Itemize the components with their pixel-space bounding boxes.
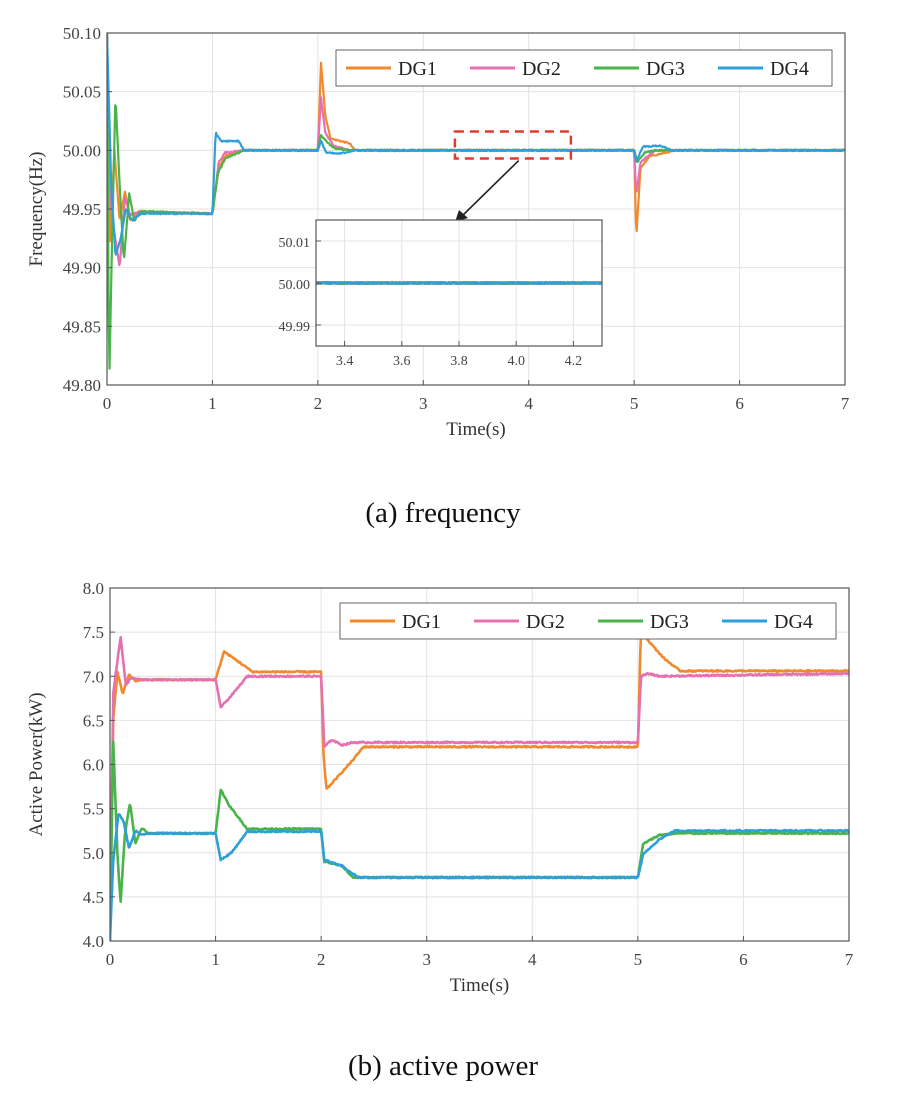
- legend-label-dg3: DG3: [650, 611, 689, 633]
- x-tick-label: 4: [524, 394, 533, 413]
- y-tick-label: 7.5: [83, 623, 104, 642]
- series-line-dg4: [110, 813, 849, 941]
- zoom-region-box: [453, 130, 573, 160]
- frequency-chart: 0 1 2 3 4 5 6 7 49.80 49.85 49.90 49.95 50.00 50.05 50…: [26, 24, 850, 440]
- y-tick-label: 4.5: [83, 888, 104, 907]
- x-tick-label: 2: [317, 950, 326, 969]
- legend-label-dg3: DG3: [646, 58, 685, 80]
- x-tick-label: 7: [841, 394, 850, 413]
- series-line-dg1: [110, 626, 849, 941]
- y-tick-label: 6.5: [83, 711, 104, 730]
- x-tick-label: 3.6: [393, 354, 411, 369]
- y-tick-label: 4.0: [83, 932, 104, 951]
- series-line-dg3: [110, 740, 849, 941]
- legend-label-dg4: DG4: [774, 611, 813, 633]
- x-tick-label: 3.4: [336, 354, 354, 369]
- y-tick-label: 50.05: [63, 83, 101, 102]
- active-power-caption: (b) active power: [348, 1050, 538, 1082]
- y-tick-label: 49.99: [279, 320, 311, 335]
- zoom-arrow-head: [455, 210, 468, 222]
- x-tick-label: 2: [314, 394, 323, 413]
- y-tick-label: 49.80: [63, 376, 101, 395]
- y-tick-label: 50.01: [279, 236, 311, 251]
- x-tick-label: 0: [103, 394, 112, 413]
- y-tick-label: 49.85: [63, 317, 101, 336]
- y-tick-label: 5.5: [83, 800, 104, 819]
- y-tick-label: 7.0: [83, 667, 104, 686]
- x-axis-label: Time(s): [450, 975, 509, 996]
- y-tick-label: 8.0: [83, 579, 104, 598]
- x-tick-label: 3: [422, 950, 431, 969]
- series-line-dg2: [110, 636, 849, 941]
- legend-label-dg2: DG2: [526, 611, 565, 633]
- x-tick-label: 6: [735, 394, 744, 413]
- y-axis-label: Frequency(Hz): [26, 151, 47, 266]
- y-tick-label: 6.0: [83, 756, 104, 775]
- y-tick-label: 50.10: [63, 24, 101, 43]
- x-tick-label: 3.8: [450, 354, 468, 369]
- y-tick-label: 50.00: [63, 141, 101, 160]
- x-tick-label: 4.2: [565, 354, 583, 369]
- x-tick-label: 0: [106, 950, 115, 969]
- x-tick-label: 4: [528, 950, 537, 969]
- zoom-arrow-line: [459, 159, 520, 219]
- y-axis-label: Active Power(kW): [26, 692, 47, 836]
- legend-label-dg4: DG4: [770, 58, 809, 80]
- x-tick-label: 1: [211, 950, 220, 969]
- x-tick-label: 5: [630, 394, 639, 413]
- legend-label-dg1: DG1: [398, 58, 437, 80]
- x-tick-label: 3: [419, 394, 428, 413]
- x-tick-label: 4.0: [507, 354, 525, 369]
- x-tick-label: 1: [208, 394, 217, 413]
- y-tick-label: 5.0: [83, 844, 104, 863]
- x-tick-label: 5: [634, 950, 643, 969]
- series-line-dg4: [107, 33, 845, 256]
- x-tick-label: 6: [739, 950, 748, 969]
- zoom-inset-chart: 3.4 3.6 3.8 4.0 4.2 49.99 50.00 50.01: [279, 219, 603, 369]
- frequency-caption: (a) frequency: [365, 497, 521, 529]
- y-tick-label: 50.00: [279, 278, 311, 293]
- y-tick-label: 49.95: [63, 200, 101, 219]
- legend-label-dg1: DG1: [402, 611, 441, 633]
- x-axis-label: Time(s): [446, 419, 505, 440]
- legend-label-dg2: DG2: [522, 58, 561, 80]
- series-line-dg4: [316, 281, 602, 285]
- x-tick-label: 7: [845, 950, 854, 969]
- y-tick-label: 49.90: [63, 259, 101, 278]
- active-power-chart: 0 1 2 3 4 5 6 7 4.0 4.5 5.0 5.5 6.0 6.5 7.0 7.5 8.0 Time(…: [26, 579, 854, 996]
